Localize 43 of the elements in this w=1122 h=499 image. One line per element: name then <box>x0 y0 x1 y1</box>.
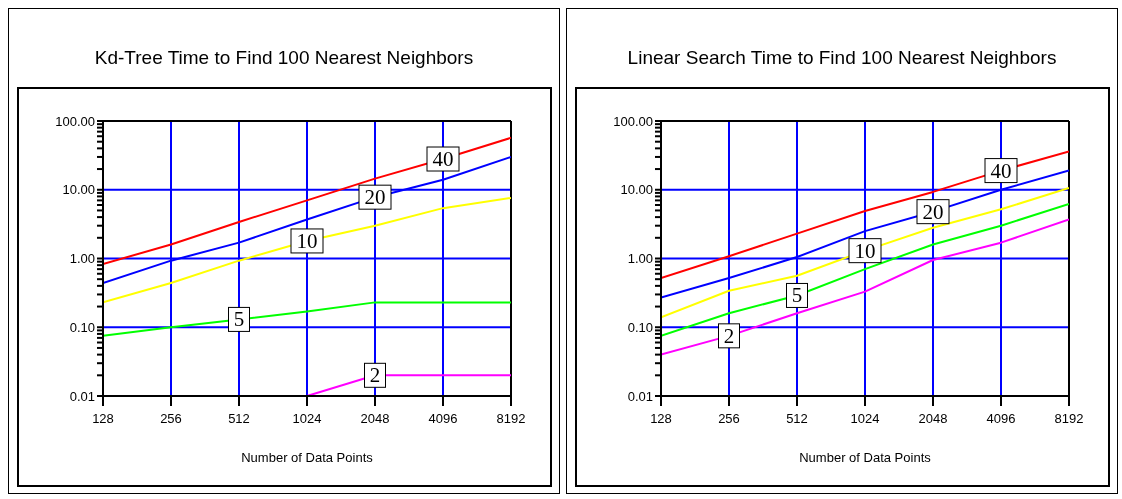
series-label: 10 <box>854 238 876 263</box>
chart-title: Linear Search Time to Find 100 Nearest Neighbors <box>626 47 1058 70</box>
y-tick-label: 1.00 <box>627 251 653 267</box>
line-series <box>661 187 1069 319</box>
y-tick-label: 0.10 <box>627 319 653 335</box>
y-tick-label: 100.00 <box>55 113 95 129</box>
line-series <box>103 136 511 266</box>
x-tick-label: 1024 <box>292 411 322 427</box>
x-tick-label: 2048 <box>360 411 390 427</box>
y-tick-label: 0.01 <box>627 388 653 404</box>
series-label: 5 <box>791 283 803 308</box>
x-tick-label: 512 <box>786 411 808 427</box>
line-series <box>661 218 1069 356</box>
series-label: 10 <box>296 228 318 253</box>
series-label: 20 <box>364 185 386 210</box>
x-tick-label: 256 <box>718 411 740 427</box>
y-tick-label: 10.00 <box>62 182 95 198</box>
series-label: 40 <box>432 147 454 172</box>
x-tick-label: 128 <box>650 411 672 427</box>
line-series <box>103 301 511 337</box>
series-label: 20 <box>922 199 944 224</box>
x-axis-title: Number of Data Points <box>799 450 932 465</box>
x-tick-label: 2048 <box>918 411 948 427</box>
x-tick-label: 4096 <box>986 411 1016 427</box>
y-tick-label: 10.00 <box>620 182 653 198</box>
y-tick-label: 100.00 <box>613 113 653 129</box>
x-tick-label: 512 <box>228 411 250 427</box>
x-tick-label: 1024 <box>850 411 880 427</box>
y-tick-label: 1.00 <box>69 251 95 267</box>
y-tick-label: 0.01 <box>69 388 95 404</box>
series-label: 40 <box>990 158 1012 183</box>
series-label: 5 <box>233 307 245 332</box>
x-tick-label: 8192 <box>496 411 526 427</box>
x-tick-label: 4096 <box>428 411 458 427</box>
x-axis-title: Number of Data Points <box>241 450 374 465</box>
x-tick-label: 128 <box>92 411 114 427</box>
series-label: 2 <box>723 323 735 348</box>
chart-title: Kd-Tree Time to Find 100 Nearest Neighbors <box>93 47 475 70</box>
line-series <box>661 150 1069 280</box>
series-label: 2 <box>369 363 381 388</box>
x-tick-label: 256 <box>160 411 182 427</box>
x-tick-label: 8192 <box>1054 411 1084 427</box>
y-tick-label: 0.10 <box>69 319 95 335</box>
